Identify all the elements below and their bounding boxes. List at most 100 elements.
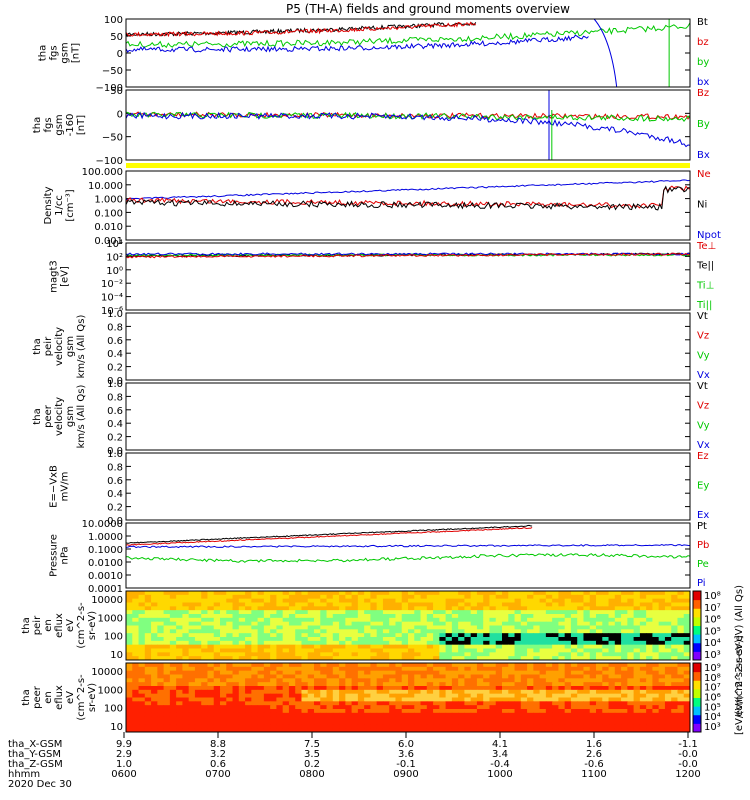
spec-cell [451,728,459,733]
spec-cell [408,606,415,611]
spec-cell [226,716,234,721]
spec-cell [382,602,390,607]
spec-cell [533,633,541,638]
spec-cell [213,689,221,695]
spec-cell [646,610,653,615]
spec-cell [527,728,534,733]
spec-cell [232,697,240,702]
spec-cell [351,610,359,615]
spec-cell [639,666,647,672]
spec-cell [238,720,246,725]
spec-cell [439,716,447,721]
spec-cell [382,674,390,679]
spec-cell [157,621,165,626]
spec-cell [282,633,290,638]
spec-cell [232,637,240,642]
spec-cell [552,728,559,733]
spec-cell [520,614,528,619]
spec-cell [639,598,647,603]
spec-cell [420,606,428,611]
spec-cell [464,656,472,661]
spec-cell [376,594,384,600]
spec-cell [320,644,328,649]
spec-cell [213,640,221,646]
spec-cell [326,633,334,638]
spec-cell [263,606,271,611]
spec-cell [520,648,528,653]
footer-value: 1200 [675,769,700,780]
spec-cell [621,724,628,729]
spec-cell [639,689,647,695]
spec-cell [570,705,578,710]
spec-cell [596,621,603,626]
spec-cell [520,697,528,702]
spec-cell [614,678,622,683]
spec-cell [602,640,610,646]
spec-cell [314,644,321,649]
spec-cell [489,678,497,683]
spec-cell [364,697,371,702]
spec-cell [664,701,672,706]
spec-cell [646,637,653,642]
spec-cell [664,614,672,619]
spec-cell [677,709,685,714]
spec-cell [245,663,252,668]
spec-cell [658,697,666,702]
spec-cell [226,598,234,603]
panel-frame [125,312,691,381]
ylabel-line: Pressure [49,534,60,577]
spec-cell [232,594,240,600]
spec-cell [408,716,415,721]
spec-cell [288,686,296,691]
spec-cell [527,663,534,668]
spec-cell [157,625,165,630]
spec-cell [627,614,635,619]
spec-cell [270,606,277,611]
spec-cell [639,640,647,646]
spec-cell [151,693,158,698]
spec-cell [226,701,234,706]
spec-cell [382,614,390,619]
spec-cell [520,720,528,725]
spec-cell [126,640,133,646]
spec-cell [533,670,541,675]
spec-cell [220,720,227,725]
spec-cell [288,716,296,721]
spec-cell [545,614,553,619]
spec-cell [169,656,177,661]
spec-cell [577,594,584,600]
spec-cell [226,682,234,687]
spec-cell [288,614,296,619]
spec-cell [596,663,603,668]
spec-cell [194,674,202,679]
spec-cell [326,678,334,683]
spec-cell [232,701,240,706]
spec-cell [489,617,497,623]
spec-cell [533,666,541,672]
spec-cell [339,728,346,733]
spec-cell [176,614,183,619]
spec-cell [539,674,547,679]
spec-cell [652,701,660,706]
spec-cell [621,606,628,611]
spec-cell [633,686,641,691]
spec-cell [539,678,547,683]
spec-cell [182,598,190,603]
spec-cell [157,678,165,683]
spec-cell [376,697,384,702]
spec-cell [301,712,309,718]
spec-cell [652,724,660,729]
spec-cell [420,724,428,729]
spec-cell [332,644,340,649]
spec-cell [389,652,396,657]
spec-cell [577,670,584,675]
spec-cell [276,720,284,725]
spec-cell [270,670,277,675]
spec-cell [201,629,208,634]
spec-cell [182,709,190,714]
spec-cell [658,678,666,683]
spec-cell [558,686,566,691]
spec-cell [176,705,183,710]
spec-cell [683,728,691,733]
spec-cell [151,637,158,642]
